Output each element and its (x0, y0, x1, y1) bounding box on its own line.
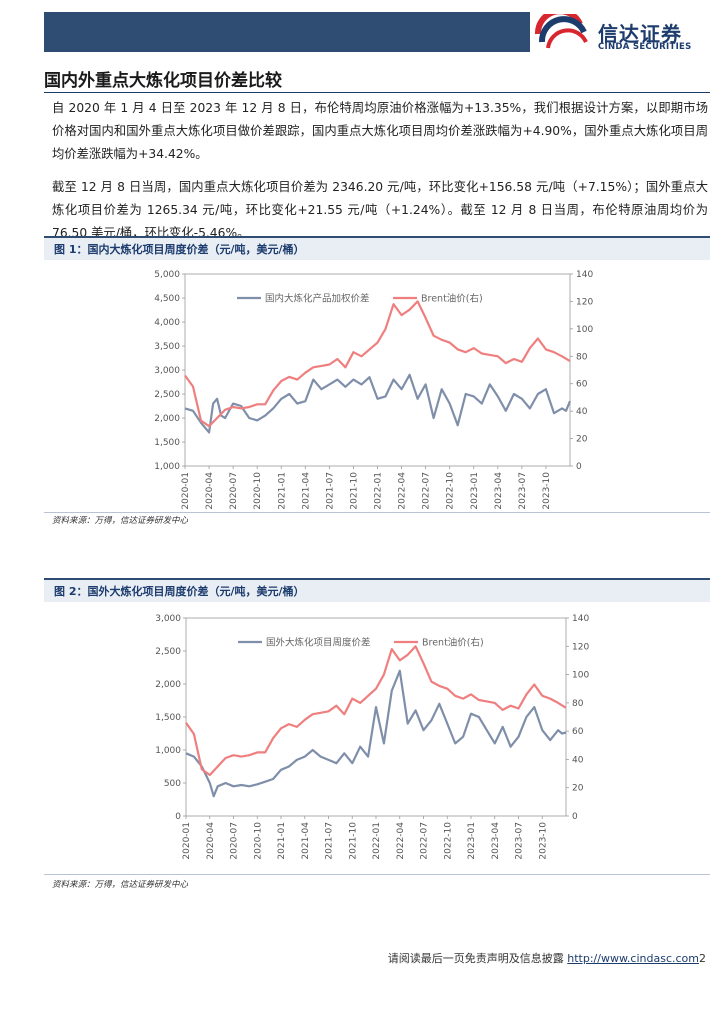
figure-2-source: 资料来源：万得，信达证券研发中心 (52, 880, 189, 890)
y-left-tick-label: 4,000 (154, 318, 180, 328)
x-tick-label: 2023-07 (518, 472, 528, 510)
y-right-tick-label: 100 (572, 671, 589, 681)
x-tick-label: 2022-01 (374, 472, 384, 510)
y-right-tick-label: 60 (576, 380, 588, 390)
y-right-tick-label: 0 (572, 812, 578, 822)
x-tick-label: 2023-01 (467, 822, 477, 860)
paragraph-1: 自 2020 年 1 月 4 日至 2023 年 12 月 8 日，布伦特周均原… (52, 101, 708, 161)
x-tick-label: 2020-07 (230, 822, 240, 860)
legend-label: 国内大炼化产品加权价差 (265, 293, 370, 305)
series-line-brent (184, 300, 571, 428)
x-tick-label: 2022-01 (372, 822, 382, 860)
y-right-tick-label: 0 (576, 462, 582, 472)
y-left-tick-label: 2,500 (155, 647, 181, 657)
x-tick-label: 2022-07 (420, 822, 430, 860)
x-tick-label: 2020-07 (229, 472, 239, 510)
section-divider (44, 92, 710, 93)
legend-label: Brent油价(右) (421, 293, 483, 305)
y-left-tick-label: 1,000 (155, 746, 181, 756)
x-tick-label: 2020-01 (181, 472, 191, 510)
series-line-spread (185, 669, 567, 798)
x-tick-label: 2020-10 (253, 472, 263, 510)
y-left-tick-label: 4,500 (154, 294, 180, 304)
figure-2-caption-text: 图 2：国外大炼化项目周度价差（元/吨，美元/桶） (54, 585, 305, 598)
y-right-tick-label: 60 (572, 727, 584, 737)
y-left-tick-label: 1,500 (155, 713, 181, 723)
x-tick-label: 2020-10 (253, 822, 263, 860)
figure-1-source: 资料来源：万得，信达证券研发中心 (52, 516, 189, 526)
x-tick-label: 2023-01 (470, 472, 480, 510)
legend-label: 国外大炼化项目周度价差 (266, 637, 371, 649)
y-left-tick-label: 1,000 (154, 462, 180, 472)
figure-1-chart: 1,000 1,500 2,000 2,500 3,000 3,500 4,000 4,500… (154, 270, 593, 510)
y-left-tick-label: 1,500 (154, 438, 180, 448)
header-bar (44, 12, 530, 52)
y-left-tick-label: 5,000 (154, 270, 180, 280)
y-right-tick-label: 100 (576, 325, 593, 335)
y-right-tick-label: 80 (576, 352, 588, 362)
figure-2-caption: 图 2：国外大炼化项目周度价差（元/吨，美元/桶） (44, 578, 710, 602)
figure-1-caption: 图 1：国内大炼化项目周度价差（元/吨，美元/桶） (44, 236, 710, 260)
x-tick-label: 2022-07 (422, 472, 432, 510)
x-tick-label: 2023-04 (494, 472, 504, 510)
x-tick-label: 2022-04 (398, 472, 408, 510)
y-left-tick-label: 500 (164, 779, 181, 789)
x-tick-label: 2020-04 (206, 822, 216, 860)
x-tick-label: 2022-10 (443, 822, 453, 860)
y-left-tick-label: 2,000 (154, 414, 180, 424)
y-right-tick-label: 40 (576, 407, 588, 417)
legend-label: Brent油价(右) (422, 637, 484, 649)
x-tick-label: 2021-01 (277, 472, 287, 510)
y-left-tick-label: 2,000 (155, 680, 181, 690)
paragraph-2: 截至 12 月 8 日当周，国内重点大炼化项目价差为 2346.20 元/吨，环… (52, 180, 708, 240)
logo-en-text: CINDA SECURITIES (598, 42, 692, 52)
x-tick-label: 2022-10 (446, 472, 456, 510)
y-left-tick-label: 2,500 (154, 390, 180, 400)
y-right-tick-label: 20 (576, 435, 588, 445)
footer-link[interactable]: http://www.cindasc.com (567, 952, 699, 965)
series-line-brent (185, 645, 567, 777)
logo-cn-text: 信达证券 (598, 22, 682, 46)
figure-2-chart: 0 500 1,000 1,500 2,000 2,500 3,000 0 20 40 60 80 10… (155, 614, 589, 860)
x-tick-label: 2023-04 (491, 822, 501, 860)
y-right-tick-label: 40 (572, 755, 584, 765)
x-tick-label: 2022-04 (396, 822, 406, 860)
x-tick-label: 2020-01 (182, 822, 192, 860)
x-tick-label: 2023-10 (542, 472, 552, 510)
x-tick-label: 2021-07 (325, 472, 335, 510)
x-tick-label: 2021-07 (325, 822, 335, 860)
x-tick-label: 2023-07 (515, 822, 525, 860)
section-title: 国内外重点大炼化项目价差比较 (44, 71, 282, 91)
x-tick-label: 2023-10 (538, 822, 548, 860)
series-line-spread (184, 373, 572, 434)
x-tick-label: 2021-10 (348, 822, 358, 860)
y-right-tick-label: 140 (576, 270, 593, 280)
y-right-tick-label: 20 (572, 784, 584, 794)
y-right-tick-label: 80 (572, 699, 584, 709)
page-number: 2 (699, 952, 706, 965)
x-tick-label: 2021-04 (301, 472, 311, 510)
cinda-logo: 信达证券 CINDA SECURITIES (532, 14, 708, 54)
y-left-tick-label: 3,000 (155, 614, 181, 624)
footer-disclaimer: 请阅读最后一页免责声明及信息披露 (387, 952, 568, 965)
page-footer: 请阅读最后一页免责声明及信息披露 http://www.cindasc.com2 (388, 950, 706, 966)
figure-1-source-rule (44, 512, 710, 513)
y-left-tick-label: 3,000 (154, 366, 180, 376)
y-right-tick-label: 120 (572, 642, 589, 652)
y-right-tick-label: 120 (576, 297, 593, 307)
x-tick-label: 2020-04 (205, 472, 215, 510)
plot-frame (184, 273, 571, 467)
y-right-tick-label: 140 (572, 614, 589, 624)
y-left-tick-label: 3,500 (154, 342, 180, 352)
x-tick-label: 2021-10 (349, 472, 359, 510)
cinda-logo-icon (534, 14, 588, 49)
figure-1-caption-text: 图 1：国内大炼化项目周度价差（元/吨，美元/桶） (54, 243, 305, 256)
x-tick-label: 2021-01 (277, 822, 287, 860)
figure-2-source-rule (44, 874, 710, 875)
y-left-tick-label: 0 (175, 812, 181, 822)
x-tick-label: 2021-04 (301, 822, 311, 860)
